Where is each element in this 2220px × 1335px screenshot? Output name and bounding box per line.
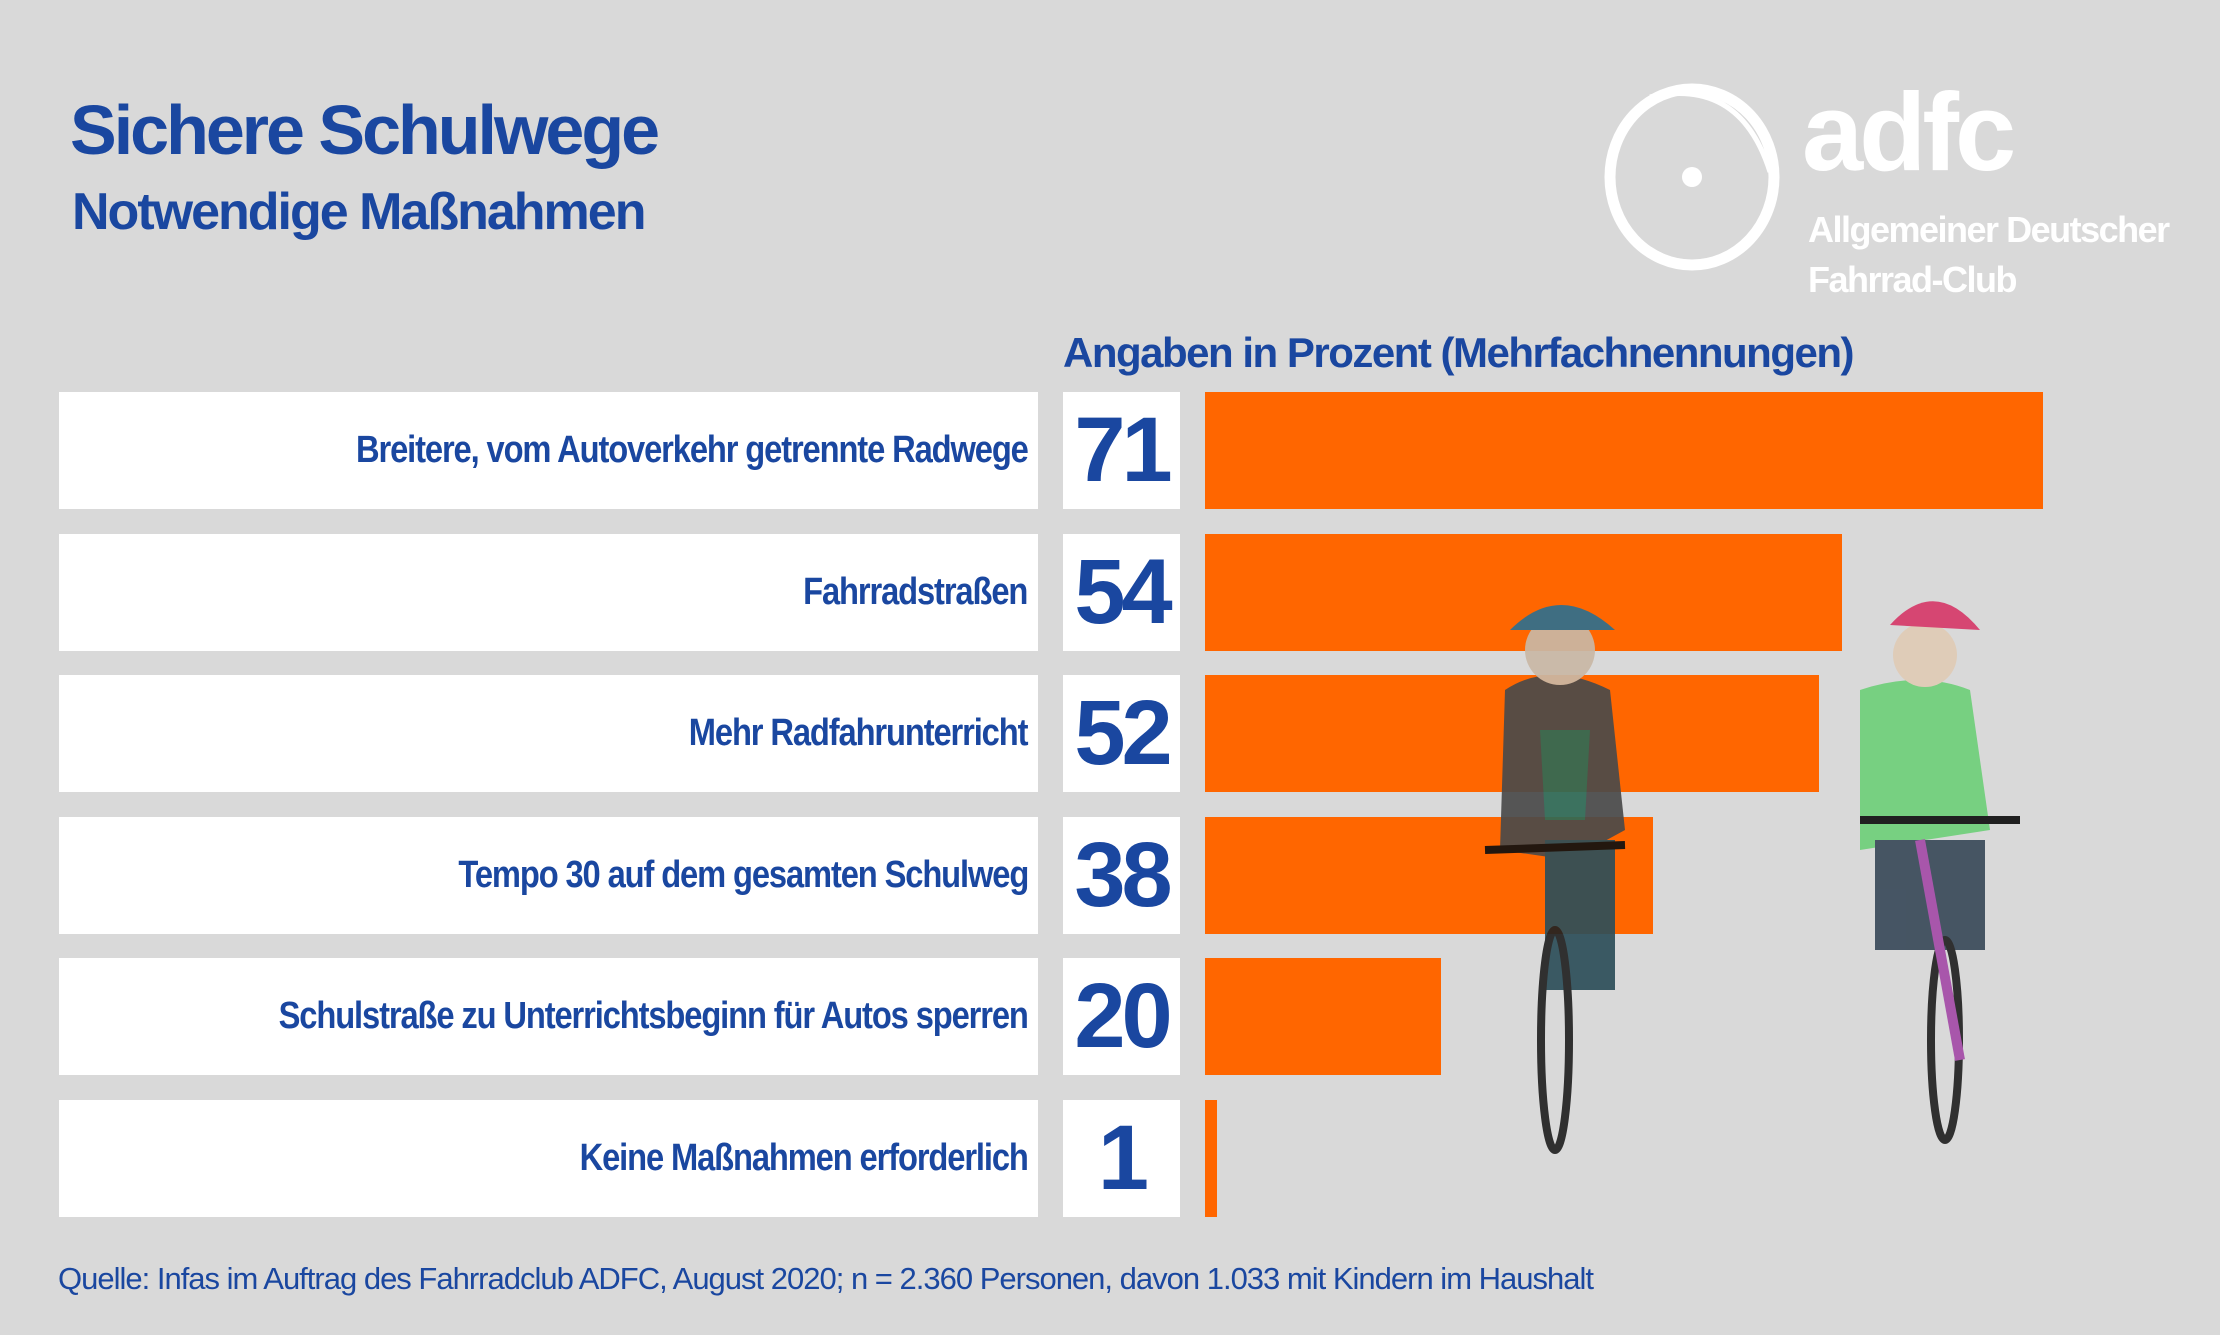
category-label-box: Mehr Radfahrunterricht [59, 675, 1038, 793]
cyclists-illustration [1484, 601, 2020, 1154]
category-label-box: Keine Maßnahmen erforderlich [59, 1100, 1038, 1217]
value-label: 54 [1063, 533, 1180, 651]
value-label: 71 [1063, 392, 1180, 509]
bar [1205, 1100, 1217, 1217]
chart-subtitle: Notwendige Maßnahmen [72, 183, 646, 241]
bar [1205, 392, 2043, 509]
value-label: 52 [1063, 675, 1180, 793]
category-label: Fahrradstraßen [803, 570, 1029, 613]
category-label-box: Schulstraße zu Unterrichtsbeginn für Aut… [59, 958, 1038, 1076]
category-label-box: Breitere, vom Autoverkehr getrennte Radw… [59, 392, 1038, 509]
category-label: Mehr Radfahrunterricht [689, 712, 1029, 755]
category-label: Schulstraße zu Unterrichtsbeginn für Aut… [278, 995, 1029, 1038]
category-label: Tempo 30 auf dem gesamten Schulweg [457, 853, 1029, 896]
cyclist-right [1860, 601, 2020, 1144]
category-label: Keine Maßnahmen erforderlich [579, 1137, 1029, 1179]
value-label: 38 [1063, 816, 1180, 934]
adfc-logo: adfc Allgemeiner Deutscher Fahrrad-Club [1604, 71, 2172, 300]
logo-line2: Fahrrad-Club [1808, 259, 2017, 300]
unit-label: Angaben in Prozent (Mehrfachnennungen) [1063, 329, 1855, 376]
category-label: Breitere, vom Autoverkehr getrennte Radw… [355, 429, 1029, 471]
category-label-box: Tempo 30 auf dem gesamten Schulweg [59, 816, 1038, 934]
bar [1205, 533, 1843, 651]
cyclist-left [1484, 605, 1626, 1154]
value-label: 20 [1063, 958, 1180, 1076]
logo-wordmark: adfc [1802, 71, 2013, 194]
source-note: Quelle: Infas im Auftrag des Fahrradclub… [58, 1261, 1594, 1296]
chart-title: Sichere Schulwege [70, 91, 660, 169]
category-label-box: Fahrradstraßen [59, 533, 1038, 651]
logo-line1: Allgemeiner Deutscher [1808, 209, 2170, 250]
value-label: 1 [1063, 1100, 1180, 1217]
bar [1205, 958, 1441, 1076]
